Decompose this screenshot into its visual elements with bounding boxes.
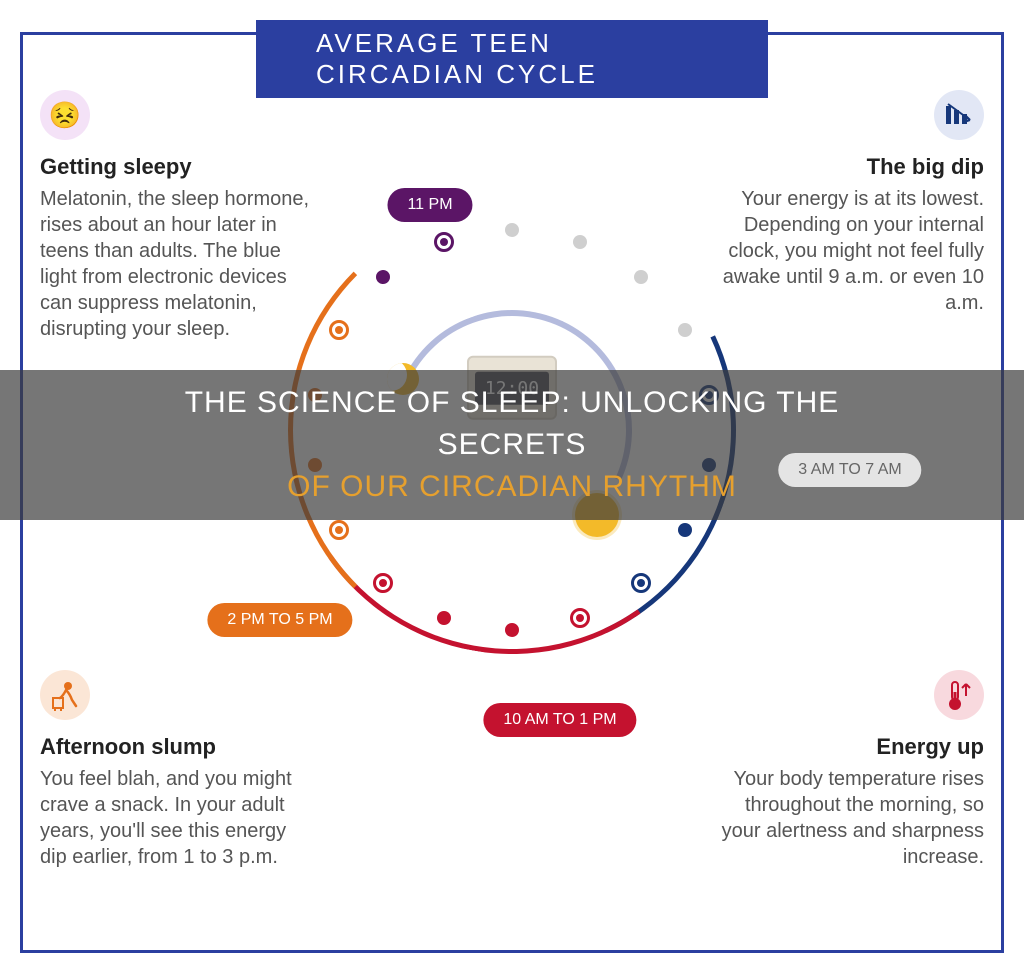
section-body: Your energy is at its lowest. Depending …: [714, 186, 984, 316]
section-title: Afternoon slump: [40, 734, 310, 760]
ring-dot: [505, 623, 519, 637]
section-afternoon-slump: Afternoon slump You feel blah, and you m…: [40, 670, 310, 870]
headline-line1: THE SCIENCE OF SLEEP: UNLOCKING THE SECR…: [185, 386, 840, 461]
ring-dot: [634, 270, 648, 284]
ring-dot: [434, 232, 454, 252]
thermometer-up-icon: [934, 670, 984, 720]
section-body: Your body temperature rises throughout t…: [714, 766, 984, 870]
section-body: Melatonin, the sleep hormone, rises abou…: [40, 186, 310, 342]
section-body: You feel blah, and you might crave a sna…: [40, 766, 310, 870]
ring-dot: [329, 320, 349, 340]
headline-line2: OF OUR CIRCADIAN RHYTHM: [287, 470, 737, 503]
bars-down-icon: [934, 90, 984, 140]
time-tag-three_seven: 3 AM TO 7 AM: [778, 453, 921, 487]
ring-dot: [631, 573, 651, 593]
time-tag-ten_one: 10 AM TO 1 PM: [483, 703, 636, 737]
section-energy-up: Energy up Your body temperature rises th…: [714, 670, 984, 870]
ring-dot: [570, 608, 590, 628]
time-tag-eleven: 11 PM: [387, 188, 472, 222]
ring-dot: [678, 323, 692, 337]
section-title: Energy up: [714, 734, 984, 760]
headline-text: THE SCIENCE OF SLEEP: UNLOCKING THE SECR…: [152, 382, 872, 508]
ring-dot: [505, 223, 519, 237]
ring-dot: [437, 611, 451, 625]
ring-dot: [373, 573, 393, 593]
ring-dot: [329, 520, 349, 540]
page-title: AVERAGE TEEN CIRCADIAN CYCLE: [256, 20, 768, 98]
section-title: Getting sleepy: [40, 154, 310, 180]
headline-overlay: THE SCIENCE OF SLEEP: UNLOCKING THE SECR…: [0, 370, 1024, 520]
section-big-dip: The big dip Your energy is at its lowest…: [714, 90, 984, 316]
slump-icon: [40, 670, 90, 720]
sleepy-face-icon: 😣: [40, 90, 90, 140]
ring-dot: [376, 270, 390, 284]
section-getting-sleepy: 😣 Getting sleepy Melatonin, the sleep ho…: [40, 90, 310, 342]
ring-dot: [678, 523, 692, 537]
section-title: The big dip: [714, 154, 984, 180]
ring-dot: [573, 235, 587, 249]
time-tag-two_five: 2 PM TO 5 PM: [207, 603, 352, 637]
